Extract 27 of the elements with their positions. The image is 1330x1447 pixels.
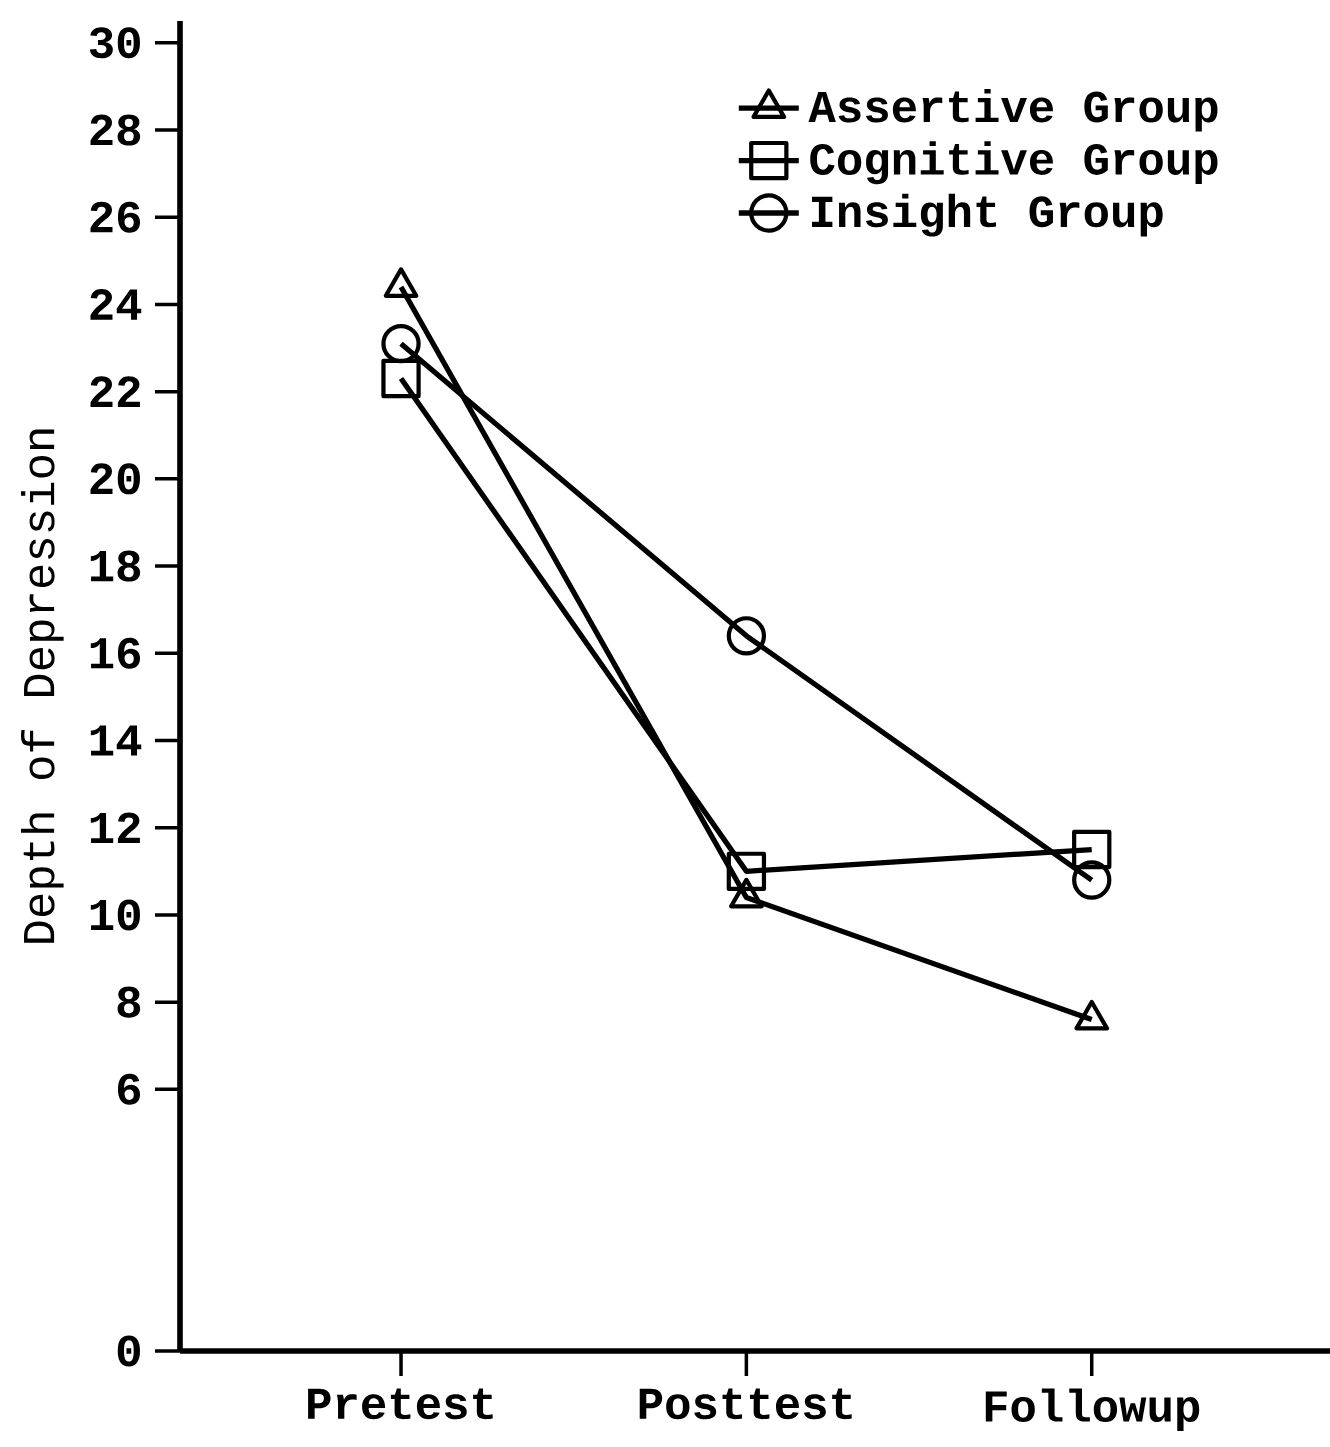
y-tick-label: 12 (90, 812, 140, 843)
y-tick-label: 18 (90, 550, 141, 582)
y-tick-label: 14 (90, 725, 142, 756)
y-tick-label: 24 (90, 289, 142, 320)
y-tick-label: 8 (117, 986, 141, 1018)
point (726, 851, 767, 892)
x-tick-label: Pretest (308, 1388, 493, 1420)
y-tick-label: 28 (90, 114, 141, 146)
legend-label: Cognitive Group (810, 141, 1218, 185)
y-tick-label: 16 (90, 637, 141, 669)
y-tick-label: 26 (90, 201, 141, 233)
y-tick-label: 20 (90, 463, 140, 495)
y-tick-label: 10 (90, 899, 140, 931)
y-tick-label: 30 (89, 27, 140, 59)
point (726, 616, 767, 656)
x-tick-label: Followup (985, 1388, 1200, 1432)
y-tick-label: 22 (90, 376, 140, 407)
y-axis-title: Depth of Depression (21, 429, 64, 943)
point (381, 323, 421, 364)
point (1072, 860, 1112, 900)
point (1072, 829, 1112, 870)
y-tick-label: 0 (117, 1335, 140, 1367)
y-tick-label: 6 (117, 1073, 141, 1105)
x-tick-label: Posttest (639, 1388, 852, 1420)
legend-label: Insight Group (811, 193, 1163, 237)
legend-label: Assertive Group (808, 88, 1218, 132)
point (381, 358, 421, 399)
